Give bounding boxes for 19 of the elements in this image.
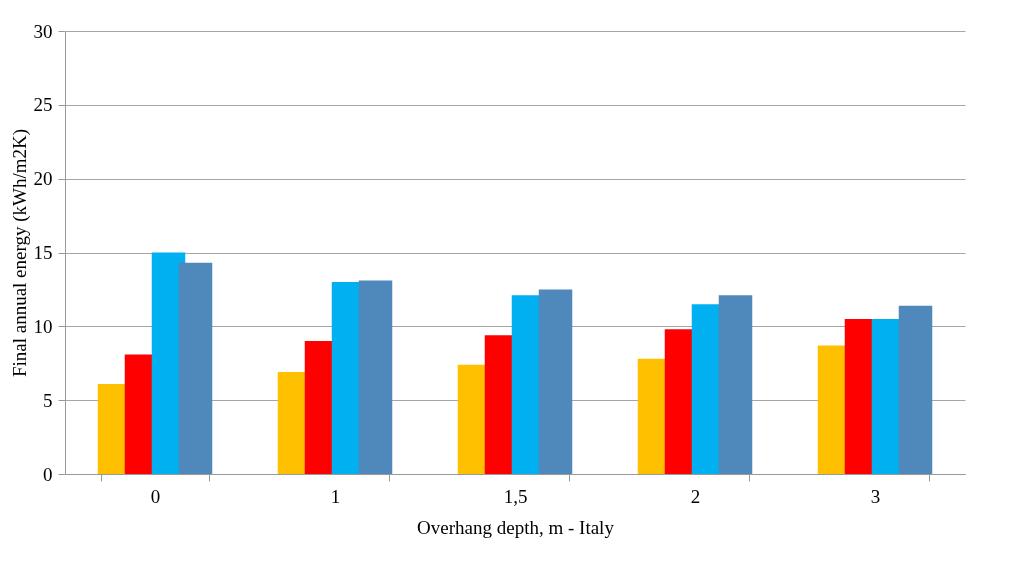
x-tick-label: 1,5 (503, 485, 528, 507)
bar (538, 289, 573, 474)
x-tick-label: 1 (330, 485, 341, 507)
x-tick-label: 0 (150, 485, 161, 507)
y-tick-label: 20 (33, 168, 53, 190)
y-tick-label: 30 (33, 20, 53, 42)
bar (178, 262, 213, 474)
x-tick-label: 2 (690, 485, 701, 507)
x-tick-label: 3 (870, 485, 881, 507)
y-tick-label: 10 (33, 315, 53, 337)
y-tick-label: 25 (33, 94, 53, 116)
x-axis-title: Overhang depth, m - Italy (417, 516, 615, 538)
bar (358, 280, 393, 474)
bar (718, 295, 753, 474)
y-axis-title: Final annual energy (kWh/m2K) (8, 128, 31, 378)
bar (898, 305, 933, 474)
y-tick-label: 0 (43, 463, 53, 485)
y-tick-label: 15 (33, 242, 53, 263)
y-tick-label: 5 (43, 389, 53, 411)
